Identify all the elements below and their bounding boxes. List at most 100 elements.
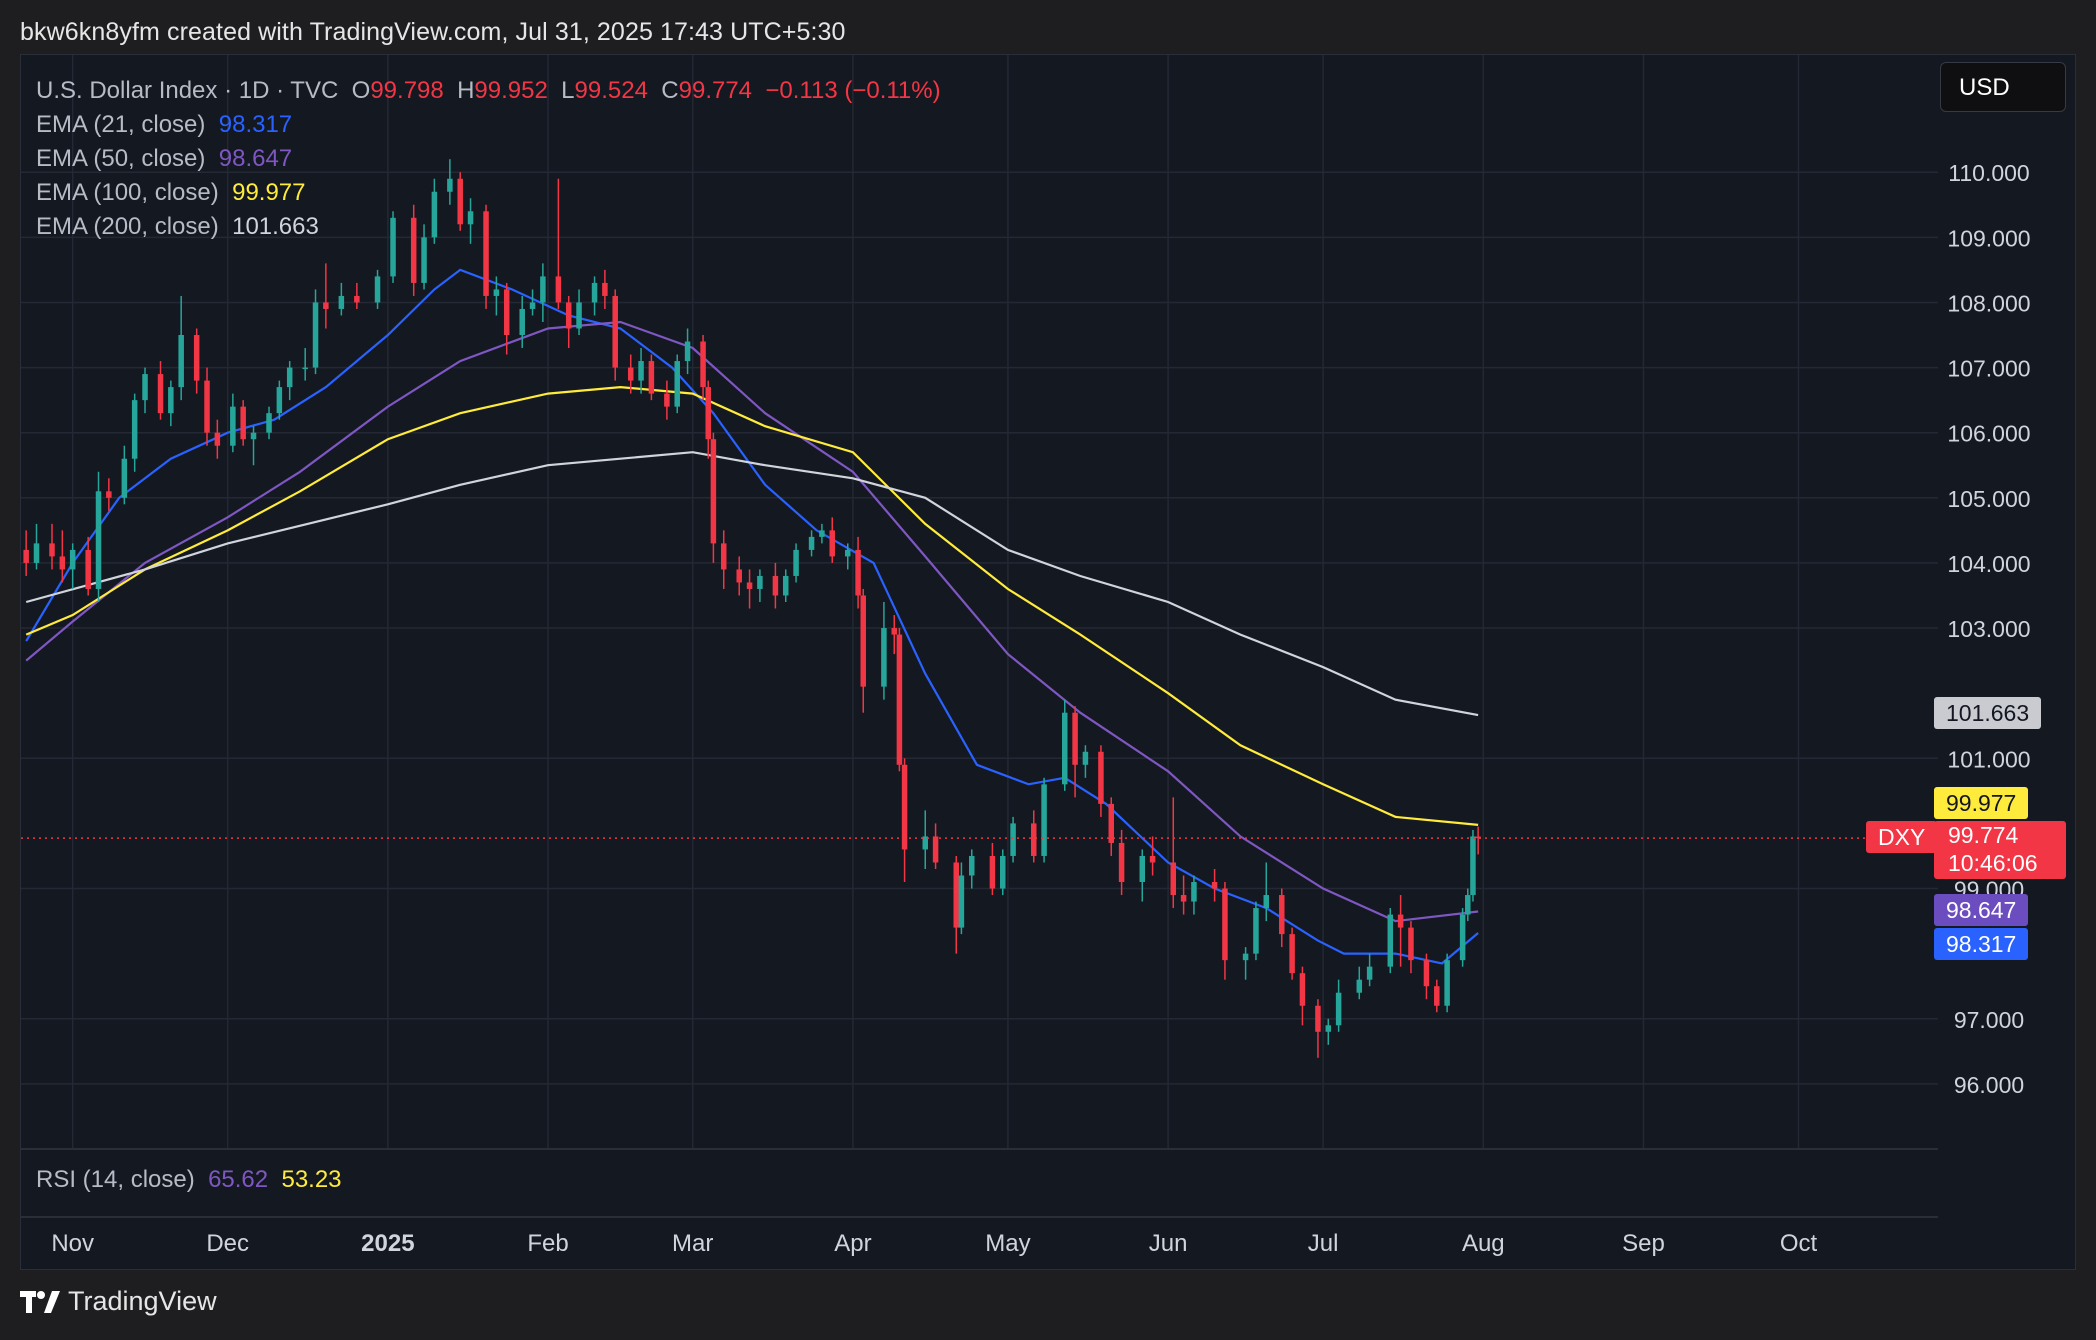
open-value: 99.798 — [370, 77, 444, 104]
ema50-row[interactable]: EMA (50, close) 98.647 — [36, 142, 941, 176]
time-tick-label: 2025 — [361, 1230, 414, 1257]
candle-body — [860, 595, 866, 687]
candle-body — [467, 211, 474, 225]
time-axis[interactable]: Nov Dec 2025 Feb Mar Apr May Jun Jul Aug Sep Oct — [51, 1230, 1817, 1257]
currency-button[interactable]: USD — [1940, 62, 2066, 112]
candle-body — [1180, 895, 1187, 902]
candle-body — [1041, 784, 1047, 856]
candle-body — [374, 276, 381, 303]
candle-body — [1459, 914, 1466, 961]
candle-body — [1465, 895, 1471, 915]
candle-body — [968, 855, 975, 876]
ema-line-3 — [25, 451, 1479, 717]
candle-body — [204, 380, 210, 433]
candle-body — [519, 308, 525, 336]
grid — [21, 55, 1938, 1149]
candle-body — [1315, 1005, 1321, 1032]
rsi-ma-value: 53.23 — [281, 1166, 342, 1193]
ema200-label: EMA (200, close) — [36, 213, 219, 240]
time-tick-label: Sep — [1622, 1230, 1665, 1257]
candle-body — [483, 211, 489, 296]
candle-body — [844, 549, 851, 557]
candle-body — [49, 543, 55, 557]
candle-body — [664, 393, 670, 407]
candle-body — [250, 432, 257, 440]
chart-legend: U.S. Dollar Index · 1D · TVC O99.798 H99… — [36, 74, 941, 244]
candle-body — [638, 361, 644, 381]
candle-body — [266, 413, 272, 433]
candle-body — [121, 458, 128, 498]
ema21-label: EMA (21, close) — [36, 111, 206, 138]
time-tick-label: Dec — [206, 1230, 249, 1257]
price-tick-label: 104.000 — [1947, 551, 2030, 577]
price-tick-label: 110.000 — [1948, 160, 2029, 186]
candle-body — [33, 543, 40, 563]
ema100-price-tag: 99.977 — [1934, 787, 2029, 819]
candle-body — [276, 387, 283, 414]
candle-body — [1211, 882, 1218, 889]
chart-frame: 110.000 109.000 108.000 107.000 106.000 105.0… — [20, 54, 2076, 1270]
candle-body — [958, 875, 965, 928]
price-tick-label: 109.000 — [1947, 225, 2030, 251]
candle-body — [1082, 751, 1089, 765]
candle-body — [1139, 855, 1146, 883]
candle-body — [674, 361, 680, 407]
candle-body — [736, 569, 742, 583]
ema50-label: EMA (50, close) — [36, 145, 206, 172]
candle-body — [1263, 895, 1270, 909]
candle-body — [881, 628, 887, 687]
ema21-row[interactable]: EMA (21, close) 98.317 — [36, 108, 941, 142]
rsi-legend[interactable]: RSI (14, close) 65.62 53.23 — [36, 1166, 342, 1194]
candle-body — [793, 549, 799, 576]
candle-body — [896, 634, 903, 765]
candle-body — [746, 582, 753, 589]
time-tick-label: Aug — [1462, 1230, 1505, 1257]
ema100-row[interactable]: EMA (100, close) 99.977 — [36, 176, 941, 210]
candle-body — [1010, 823, 1016, 856]
candle-body — [106, 491, 112, 498]
price-tick-label: 106.000 — [1947, 421, 2030, 447]
candle-body — [23, 549, 29, 563]
candle-body — [855, 549, 861, 596]
candle-body — [390, 217, 396, 277]
price-chart[interactable]: 110.000 109.000 108.000 107.000 106.000 105.0… — [21, 55, 2077, 1271]
symbol-title[interactable]: U.S. Dollar Index · 1D · TVC — [36, 77, 339, 104]
candle-body — [720, 543, 727, 570]
candle-body — [891, 628, 897, 635]
time-tick-label: Feb — [527, 1230, 568, 1257]
rsi-label: RSI (14, close) — [36, 1166, 195, 1193]
candle-body — [932, 836, 939, 863]
price-axis[interactable]: 110.000 109.000 108.000 107.000 106.000 105.0… — [1947, 160, 2030, 1098]
candle-body — [757, 575, 763, 589]
candle-body — [1325, 1025, 1332, 1032]
footer-brand-name: TradingView — [68, 1286, 217, 1316]
high-value: 99.952 — [474, 77, 548, 104]
candle-body — [1253, 908, 1259, 954]
time-tick-label: May — [985, 1230, 1030, 1257]
candle-body — [286, 367, 293, 388]
candle-body — [59, 556, 66, 570]
candle-body — [705, 387, 711, 440]
symbol-tag[interactable]: DXY — [1866, 821, 1938, 853]
candle-body — [1397, 914, 1404, 928]
candle-body — [1444, 960, 1450, 1006]
ema100-label: EMA (100, close) — [36, 179, 219, 206]
ema-line-0 — [25, 268, 1479, 965]
footer-brand[interactable]: TradingView — [20, 1286, 217, 1317]
ema200-row[interactable]: EMA (200, close) 101.663 — [36, 210, 941, 244]
candle-body — [1289, 934, 1295, 974]
candle-body — [447, 178, 453, 192]
last-price-tag: 99.774 10:46:06 — [1934, 821, 2066, 879]
candle-body — [1366, 966, 1373, 980]
ema200-price-tag: 101.663 — [1934, 697, 2042, 729]
candle-body — [953, 862, 959, 928]
tradingview-logo-icon — [20, 1290, 60, 1313]
price-tick-label: 105.000 — [1947, 486, 2030, 512]
candle-body — [989, 855, 996, 889]
symbol-row: U.S. Dollar Index · 1D · TVC O99.798 H99… — [36, 74, 941, 108]
time-tick-label: Mar — [672, 1230, 713, 1257]
candle-body — [555, 276, 562, 303]
time-tick-label: Nov — [51, 1230, 94, 1257]
candle-body — [142, 374, 148, 401]
candle-body — [1299, 973, 1306, 1006]
